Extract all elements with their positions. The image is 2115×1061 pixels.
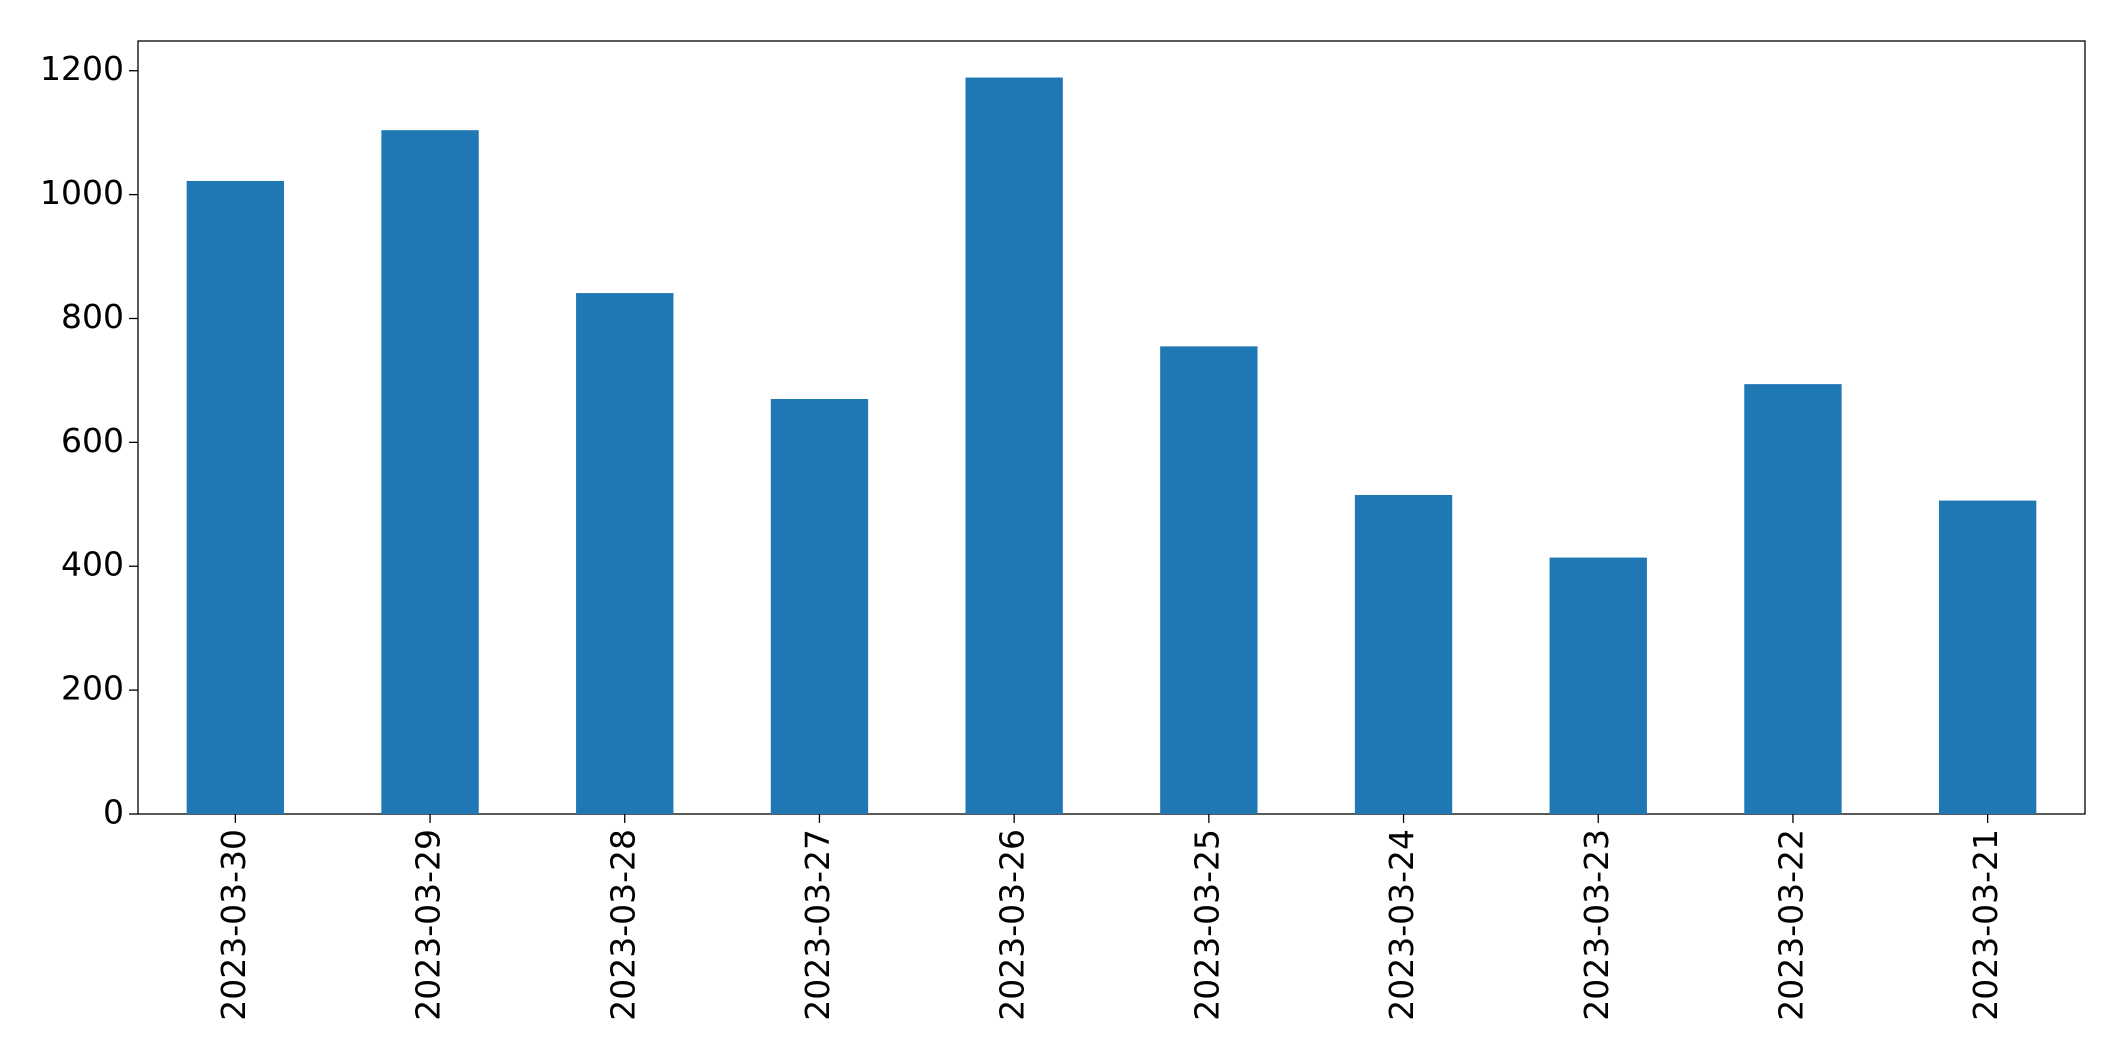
- bar: [1160, 346, 1258, 814]
- y-tick-label: 0: [103, 793, 124, 832]
- x-tick-label: 2023-03-21: [1966, 829, 2005, 1021]
- y-tick-label: 400: [61, 545, 124, 584]
- y-tick-label: 800: [61, 297, 124, 336]
- y-tick-label: 1200: [40, 49, 124, 88]
- x-tick-label: 2023-03-25: [1187, 829, 1226, 1021]
- x-tick-label: 2023-03-27: [798, 829, 837, 1021]
- bar: [965, 77, 1063, 814]
- y-tick-label: 1000: [40, 173, 124, 212]
- bar: [381, 130, 479, 814]
- bar: [186, 180, 285, 815]
- bar: [1354, 495, 1453, 814]
- bar: [1938, 500, 2037, 814]
- bar: [576, 293, 674, 814]
- x-tick-label: 2023-03-29: [409, 829, 448, 1021]
- x-tick-label: 2023-03-28: [603, 829, 642, 1021]
- bar: [1549, 557, 1647, 814]
- x-tick-label: 2023-03-24: [1382, 829, 1421, 1021]
- bar: [770, 399, 869, 814]
- y-tick-label: 200: [61, 669, 124, 708]
- plot-frame: [137, 40, 2086, 815]
- x-tick-label: 2023-03-30: [214, 829, 253, 1021]
- bar: [1744, 384, 1842, 814]
- x-tick-label: 2023-03-23: [1577, 829, 1616, 1021]
- y-tick-label: 600: [61, 421, 124, 460]
- x-tick-label: 2023-03-26: [993, 829, 1032, 1021]
- x-tick-label: 2023-03-22: [1771, 829, 1810, 1021]
